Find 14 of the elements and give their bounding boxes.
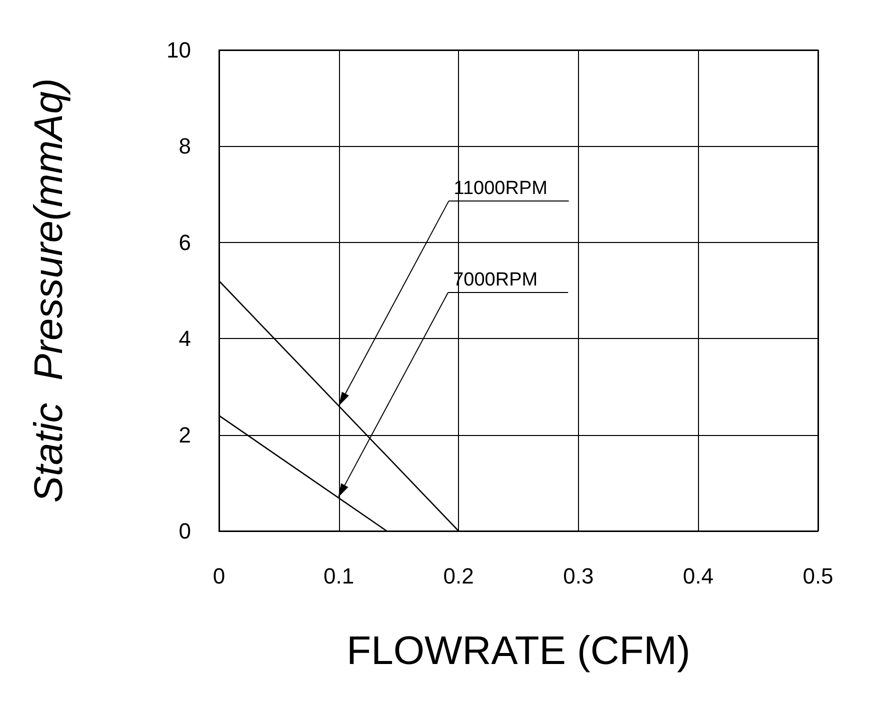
x-axis-title: FLOWRATE (CFM) (346, 629, 690, 673)
y-tick-label: 6 (178, 230, 191, 255)
x-tick-label: 0.3 (563, 564, 594, 588)
y-axis-title: Static Pressure(mmAq) (27, 78, 71, 503)
y-tick-label: 4 (178, 326, 191, 352)
x-tick-label: 0.1 (324, 564, 354, 588)
y-tick-label: 8 (178, 134, 191, 159)
x-tick-label: 0.4 (682, 564, 714, 588)
x-tick-label: 0.5 (802, 564, 834, 588)
y-tick-label: 2 (178, 422, 191, 448)
x-tick-label: 0 (212, 564, 226, 588)
y-tick-label: 0 (178, 518, 191, 544)
x-tick-label: 0.2 (443, 564, 474, 588)
y-tick-label: 10 (166, 38, 191, 62)
